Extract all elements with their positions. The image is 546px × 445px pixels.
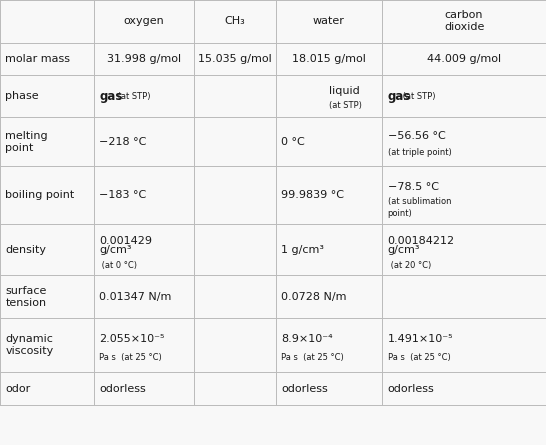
Text: 8.9×10⁻⁴: 8.9×10⁻⁴: [281, 334, 333, 344]
Text: 0.0728 N/m: 0.0728 N/m: [281, 291, 347, 302]
Text: (at 0 °C): (at 0 °C): [99, 261, 138, 270]
Text: g/cm³: g/cm³: [99, 245, 132, 255]
Text: (at STP): (at STP): [115, 92, 150, 101]
Text: gas: gas: [99, 90, 123, 103]
Text: 1.491×10⁻⁵: 1.491×10⁻⁵: [388, 334, 453, 344]
Text: dynamic
viscosity: dynamic viscosity: [5, 334, 54, 356]
Text: molar mass: molar mass: [5, 54, 70, 64]
Text: CH₃: CH₃: [224, 16, 245, 26]
Text: odorless: odorless: [388, 384, 435, 394]
Text: oxygen: oxygen: [123, 16, 164, 26]
Text: 15.035 g/mol: 15.035 g/mol: [198, 54, 272, 64]
Text: odorless: odorless: [99, 384, 146, 394]
Text: melting
point: melting point: [5, 131, 48, 153]
Text: Pa s  (at 25 °C): Pa s (at 25 °C): [388, 352, 450, 362]
Text: surface
tension: surface tension: [5, 286, 47, 307]
Text: density: density: [5, 245, 46, 255]
Text: 99.9839 °C: 99.9839 °C: [281, 190, 344, 200]
Text: Pa s  (at 25 °C): Pa s (at 25 °C): [99, 352, 162, 362]
Text: point): point): [388, 209, 412, 218]
Text: Pa s  (at 25 °C): Pa s (at 25 °C): [281, 352, 344, 362]
Text: (at triple point): (at triple point): [388, 148, 452, 157]
Text: 0 °C: 0 °C: [281, 137, 305, 147]
Text: −218 °C: −218 °C: [99, 137, 147, 147]
Text: (at 20 °C): (at 20 °C): [388, 261, 431, 270]
Text: (at sublimation: (at sublimation: [388, 197, 451, 206]
Text: carbon
dioxide: carbon dioxide: [444, 10, 484, 32]
Text: −183 °C: −183 °C: [99, 190, 147, 200]
Text: −78.5 °C: −78.5 °C: [388, 182, 438, 192]
Text: 2.055×10⁻⁵: 2.055×10⁻⁵: [99, 334, 165, 344]
Text: liquid: liquid: [329, 86, 360, 96]
Text: 44.009 g/mol: 44.009 g/mol: [427, 54, 501, 64]
Text: 18.015 g/mol: 18.015 g/mol: [292, 54, 366, 64]
Text: 0.00184212: 0.00184212: [388, 236, 455, 246]
Text: (at STP): (at STP): [329, 101, 362, 110]
Text: odorless: odorless: [281, 384, 328, 394]
Text: boiling point: boiling point: [5, 190, 75, 200]
Text: 1 g/cm³: 1 g/cm³: [281, 245, 324, 255]
Text: 31.998 g/mol: 31.998 g/mol: [107, 54, 181, 64]
Text: gas: gas: [388, 90, 411, 103]
Text: phase: phase: [5, 91, 39, 101]
Text: water: water: [313, 16, 345, 26]
Text: g/cm³: g/cm³: [388, 245, 420, 255]
Text: −56.56 °C: −56.56 °C: [388, 131, 446, 141]
Text: odor: odor: [5, 384, 31, 394]
Text: 0.001429: 0.001429: [99, 236, 152, 246]
Text: (at STP): (at STP): [400, 92, 435, 101]
Text: 0.01347 N/m: 0.01347 N/m: [99, 291, 172, 302]
